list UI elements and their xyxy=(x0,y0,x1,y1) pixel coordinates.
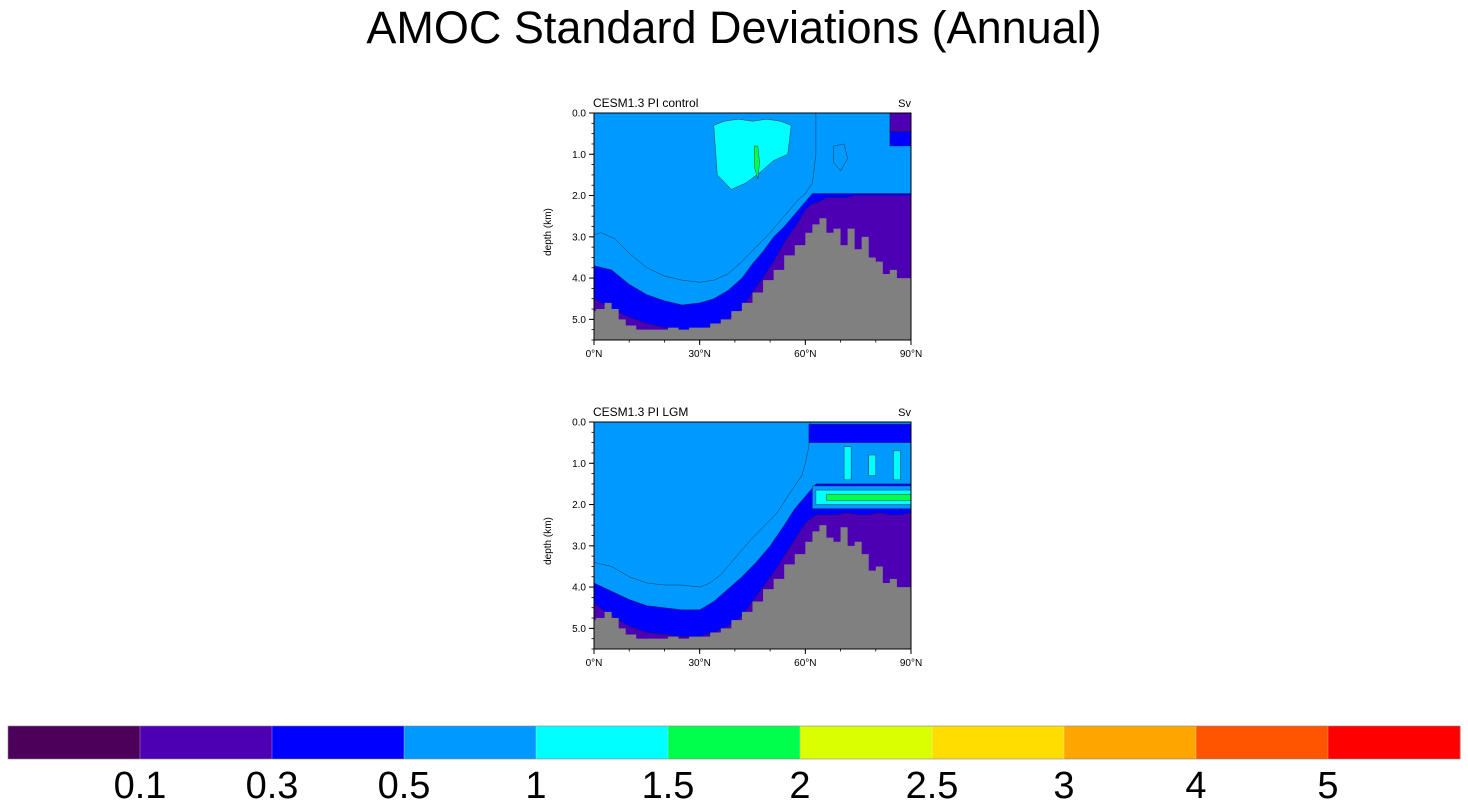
colorbar-label: 0.3 xyxy=(246,765,299,807)
panel-units: Sv xyxy=(898,407,911,419)
colorbar-swatch xyxy=(140,726,273,759)
colorbar-swatch xyxy=(800,726,933,759)
y-tick-label: 5.0 xyxy=(572,315,586,326)
colorbar-swatch xyxy=(668,726,801,759)
contour-patch xyxy=(808,423,911,443)
y-tick-label: 4.0 xyxy=(572,274,586,285)
contour-patch xyxy=(893,450,901,480)
contour-patch xyxy=(868,454,876,476)
contour-patch xyxy=(833,143,848,172)
main-title: AMOC Standard Deviations (Annual) xyxy=(366,2,1102,53)
y-tick-label: 1.0 xyxy=(572,459,586,470)
amoc-panel-pi-lgm-plot: CESM1.3 PI LGM Sv depth (km) 901-1000 0.… xyxy=(543,405,922,669)
amoc-panel-pi-lgm: CESM1.3 PI LGM Sv depth (km) 901-1000 0.… xyxy=(520,403,940,693)
plot-area xyxy=(594,422,911,649)
colorbar-label: 2 xyxy=(789,765,810,807)
y-tick-label: 3.0 xyxy=(572,232,586,243)
contour-patch xyxy=(889,113,911,132)
amoc-panel-pi-control: CESM1.3 PI control Sv depth (km) 401-500… xyxy=(520,94,940,384)
colorbar-swatch xyxy=(404,726,537,759)
y-axis-label: depth (km) xyxy=(543,517,554,565)
colorbar-label: 1 xyxy=(525,765,546,807)
contour-patch xyxy=(713,118,792,190)
y-tick-label: 2.0 xyxy=(572,500,586,511)
panel-title: CESM1.3 PI LGM xyxy=(593,405,688,419)
x-tick-label: 90°N xyxy=(900,349,922,360)
y-tick-label: 1.0 xyxy=(572,150,586,161)
y-tick-label: 5.0 xyxy=(572,624,586,635)
colorbar-swatch xyxy=(1064,726,1197,759)
colorbar-swatch xyxy=(536,726,669,759)
colorbar-label: 3 xyxy=(1053,765,1074,807)
colorbar-label: 0.5 xyxy=(378,765,431,807)
contour-patch xyxy=(754,145,760,180)
x-tick-label: 0°N xyxy=(586,349,603,360)
panel-title: CESM1.3 PI control xyxy=(593,96,698,110)
colorbar-label: 5 xyxy=(1317,765,1338,807)
colorbar-label: 1.5 xyxy=(642,765,695,807)
colorbar-frame xyxy=(7,725,1461,760)
y-tick-label: 0.0 xyxy=(572,109,586,120)
contour-patch xyxy=(889,131,911,147)
colorbar: 0.1 0.3 0.5 1 1.5 2 2.5 3 4 5 xyxy=(7,725,1461,807)
colorbar-swatch xyxy=(1196,726,1329,759)
x-tick-label: 60°N xyxy=(794,349,816,360)
topography-mask xyxy=(594,218,911,340)
colorbar-swatch xyxy=(272,726,405,759)
colorbar-label: 0.1 xyxy=(114,765,167,807)
y-tick-label: 0.0 xyxy=(572,418,586,429)
y-tick-label: 2.0 xyxy=(572,191,586,202)
panel-units: Sv xyxy=(898,98,911,110)
contour-patch xyxy=(843,446,852,480)
colorbar-swatch xyxy=(8,726,141,759)
colorbar-swatch xyxy=(1328,726,1461,759)
colorbar-label: 4 xyxy=(1185,765,1206,807)
x-tick-label: 60°N xyxy=(794,658,816,669)
y-axis-label: depth (km) xyxy=(543,208,554,256)
y-tick-label: 4.0 xyxy=(572,583,586,594)
y-tick-label: 3.0 xyxy=(572,541,586,552)
plot-area xyxy=(594,113,911,340)
topography-mask xyxy=(594,525,911,649)
amoc-panel-pi-control-plot: CESM1.3 PI control Sv depth (km) 401-500… xyxy=(543,96,922,360)
x-tick-label: 30°N xyxy=(688,658,710,669)
x-tick-label: 90°N xyxy=(900,658,922,669)
x-tick-label: 0°N xyxy=(586,658,603,669)
colorbar-label: 2.5 xyxy=(906,765,959,807)
contour-patch xyxy=(826,494,911,501)
x-tick-label: 30°N xyxy=(688,349,710,360)
colorbar-swatch xyxy=(932,726,1065,759)
